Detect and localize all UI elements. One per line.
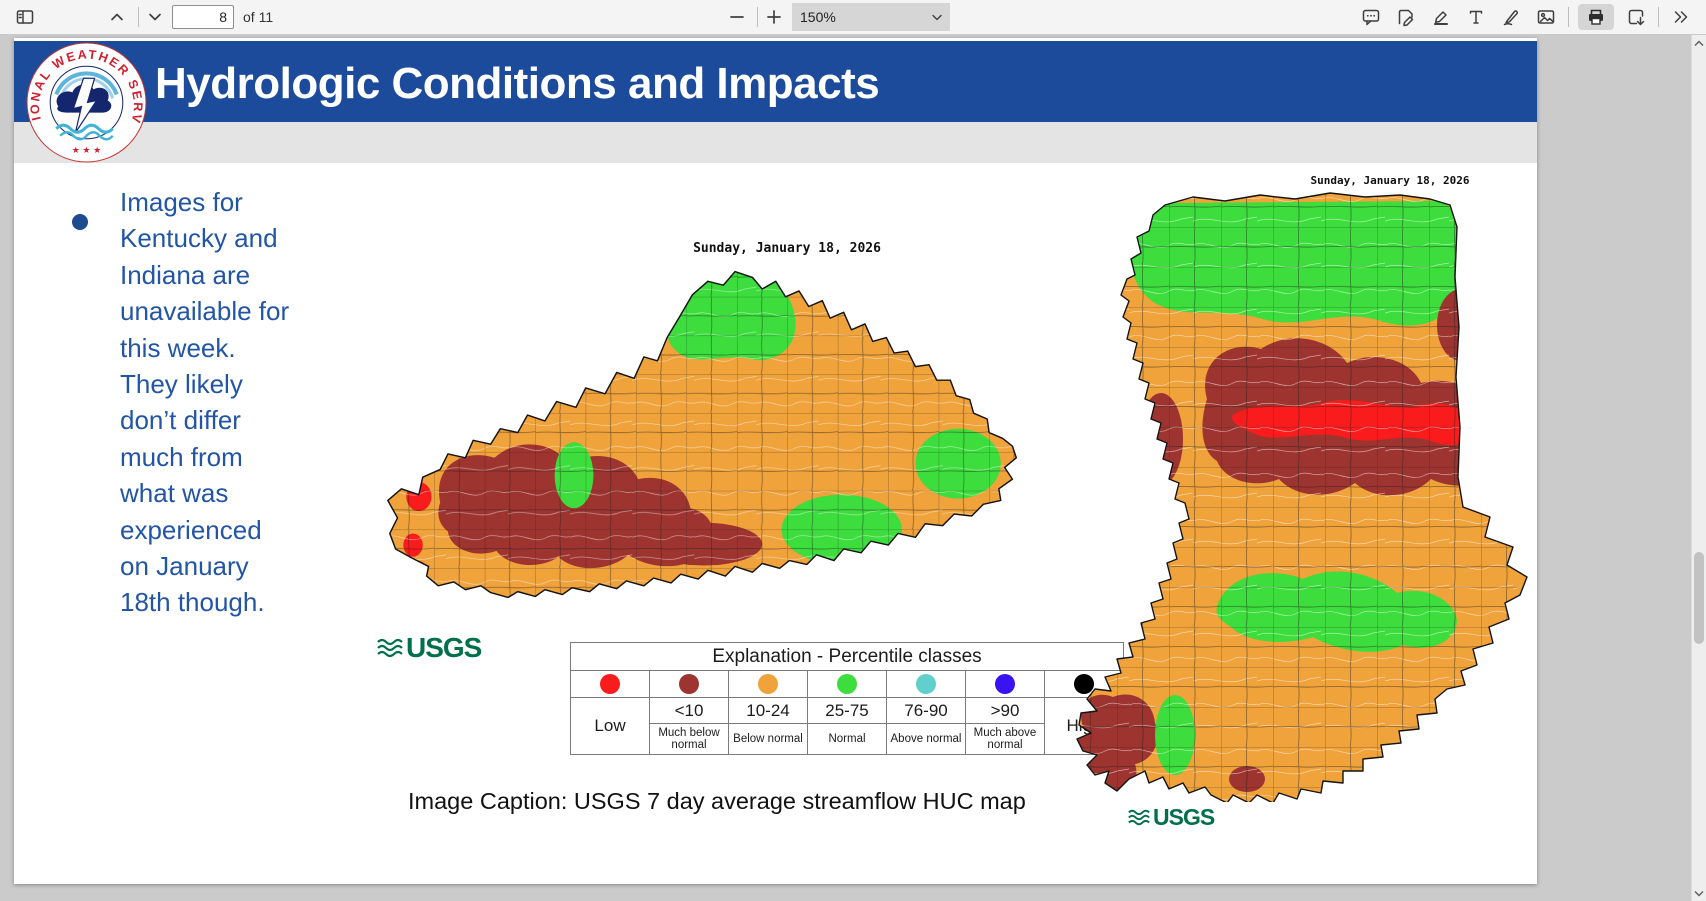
add-text-button[interactable] bbox=[1463, 4, 1489, 30]
minus-icon bbox=[730, 16, 744, 18]
sidebar-icon bbox=[16, 10, 34, 24]
add-image-button[interactable] bbox=[1533, 4, 1559, 30]
scroll-down-button[interactable] bbox=[1692, 885, 1706, 901]
bullet-marker bbox=[72, 214, 88, 230]
page-count-label: of 11 bbox=[243, 9, 274, 25]
indiana-streamflow-map bbox=[1076, 192, 1528, 802]
chevron-down-icon bbox=[932, 14, 942, 20]
legend-range: >90 bbox=[965, 697, 1045, 724]
chevron-up-icon bbox=[111, 13, 123, 21]
usgs-label: USGS bbox=[1153, 804, 1215, 830]
highlighter-icon bbox=[1434, 11, 1448, 25]
pdf-toolbar: of 11 150% bbox=[0, 0, 1706, 35]
toolbar-divider bbox=[1658, 7, 1659, 27]
legend-class-name: Much above normal bbox=[965, 723, 1045, 755]
usgs-logo-indiana: USGS bbox=[1128, 804, 1215, 831]
document-canvas: Hydrologic Conditions and Impacts NATION… bbox=[0, 35, 1706, 901]
legend-range: 25-75 bbox=[807, 697, 887, 724]
legend-class-name: Above normal bbox=[886, 723, 966, 755]
zoom-out-button[interactable] bbox=[724, 4, 750, 30]
annotation-tools bbox=[1358, 4, 1694, 30]
legend-dot-black bbox=[1074, 674, 1094, 694]
kentucky-map-date: Sunday, January 18, 2026 bbox=[693, 241, 881, 256]
nws-logo: NATIONAL WEATHER SERVICE ★ ★ ★ bbox=[20, 38, 147, 163]
zoom-level-select[interactable]: 150% bbox=[792, 3, 950, 31]
legend-dot-green bbox=[837, 674, 857, 694]
text-icon bbox=[1469, 10, 1483, 24]
signature-button[interactable] bbox=[1393, 4, 1419, 30]
bullet-text: Images for Kentucky and Indiana are unav… bbox=[120, 187, 290, 618]
save-download-icon bbox=[1628, 9, 1645, 26]
toolbar-divider bbox=[138, 7, 139, 27]
legend-class-name: Much below normal bbox=[649, 723, 729, 755]
legend-class-name: Below normal bbox=[728, 723, 808, 755]
signature-icon bbox=[1398, 9, 1414, 27]
chevron-down-icon bbox=[1694, 890, 1704, 896]
usgs-logo-kentucky: USGS bbox=[377, 632, 482, 664]
add-comment-button[interactable] bbox=[1358, 4, 1384, 30]
legend-range-row: Low <10 10-24 25-75 76-90 >90 High bbox=[570, 697, 1124, 755]
scroll-up-button[interactable] bbox=[1692, 35, 1706, 51]
chevron-up-icon bbox=[1694, 40, 1704, 46]
toolbar-divider bbox=[1568, 7, 1569, 27]
vertical-scrollbar[interactable] bbox=[1691, 35, 1706, 901]
slide-title: Hydrologic Conditions and Impacts bbox=[155, 59, 880, 108]
scrollbar-thumb[interactable] bbox=[1694, 552, 1704, 644]
printer-icon bbox=[1589, 9, 1603, 25]
usgs-wave-icon bbox=[1128, 809, 1150, 826]
toolbar-divider bbox=[757, 7, 758, 27]
page-number-input[interactable] bbox=[172, 5, 234, 29]
comment-icon bbox=[1362, 9, 1380, 26]
usgs-label: USGS bbox=[406, 632, 482, 663]
legend-class-name: Normal bbox=[807, 723, 887, 755]
indiana-map-date: Sunday, January 18, 2026 bbox=[1310, 174, 1470, 187]
legend-dot-cyan bbox=[916, 674, 936, 694]
next-page-button[interactable] bbox=[142, 4, 168, 30]
pdf-page: Hydrologic Conditions and Impacts NATION… bbox=[14, 38, 1537, 884]
print-button[interactable] bbox=[1578, 4, 1614, 30]
legend-low-label: Low bbox=[570, 697, 650, 755]
legend-name-row: Much below normal Below normal Normal Ab… bbox=[571, 723, 1124, 755]
previous-page-button[interactable] bbox=[104, 4, 130, 30]
legend-dot-red bbox=[600, 674, 620, 694]
zoom-level-value: 150% bbox=[800, 9, 836, 25]
save-button[interactable] bbox=[1623, 4, 1649, 30]
legend-range: 10-24 bbox=[728, 697, 808, 724]
legend-dot-maroon bbox=[679, 674, 699, 694]
more-tools-button[interactable] bbox=[1668, 4, 1694, 30]
legend-range: <10 bbox=[649, 697, 729, 724]
kentucky-streamflow-map bbox=[387, 270, 1018, 599]
nws-logo-stars: ★ ★ ★ bbox=[72, 145, 101, 155]
plus-icon bbox=[767, 10, 781, 24]
image-caption: Image Caption: USGS 7 day average stream… bbox=[408, 788, 1026, 814]
pen-icon bbox=[1503, 10, 1518, 26]
slide-header-band bbox=[14, 122, 1537, 163]
highlight-button[interactable] bbox=[1428, 4, 1454, 30]
double-chevron-right-icon bbox=[1674, 11, 1688, 23]
chevron-down-icon bbox=[149, 13, 161, 21]
legend-title: Explanation - Percentile classes bbox=[570, 642, 1124, 671]
sidebar-toggle-button[interactable] bbox=[12, 4, 38, 30]
slide-header: Hydrologic Conditions and Impacts bbox=[14, 41, 1537, 122]
zoom-in-button[interactable] bbox=[761, 4, 787, 30]
legend-dot-blue bbox=[995, 674, 1015, 694]
draw-button[interactable] bbox=[1498, 4, 1524, 30]
percentile-legend: Explanation - Percentile classes Low <10… bbox=[570, 642, 1124, 755]
legend-range: 76-90 bbox=[886, 697, 966, 724]
legend-dot-orange bbox=[758, 674, 778, 694]
usgs-wave-icon bbox=[377, 638, 403, 658]
image-icon bbox=[1537, 10, 1555, 24]
legend-dot-row bbox=[570, 670, 1124, 698]
